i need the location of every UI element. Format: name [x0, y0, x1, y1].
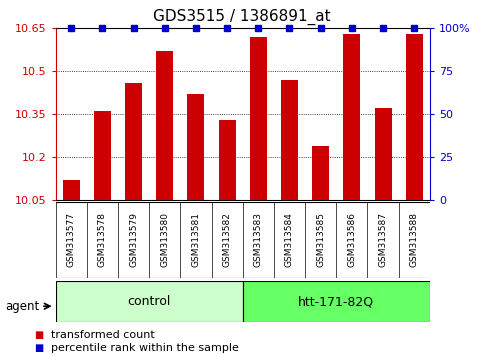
Text: GSM313584: GSM313584	[285, 212, 294, 267]
Bar	[374, 108, 392, 200]
Text: GSM313585: GSM313585	[316, 212, 325, 267]
Text: GSM313579: GSM313579	[129, 212, 138, 267]
Text: GSM313588: GSM313588	[410, 212, 419, 267]
Text: GSM313583: GSM313583	[254, 212, 263, 267]
Text: transformed count: transformed count	[51, 330, 155, 339]
Text: control: control	[128, 295, 171, 308]
Text: GSM313580: GSM313580	[160, 212, 169, 267]
Bar	[94, 111, 111, 200]
Bar	[343, 34, 360, 200]
Bar	[250, 37, 267, 200]
Bar	[406, 34, 423, 200]
Bar	[218, 120, 236, 200]
Text: agent: agent	[5, 300, 39, 313]
Bar	[242, 281, 430, 322]
Text: GSM313581: GSM313581	[191, 212, 200, 267]
Bar	[187, 94, 204, 200]
Text: GSM313582: GSM313582	[223, 212, 232, 267]
Text: GDS3515 / 1386891_at: GDS3515 / 1386891_at	[153, 9, 330, 25]
Text: ■: ■	[34, 343, 43, 353]
Bar	[156, 51, 173, 200]
Text: ■: ■	[34, 330, 43, 339]
Bar	[281, 80, 298, 200]
Bar	[63, 180, 80, 200]
Text: GSM313586: GSM313586	[347, 212, 356, 267]
Text: GSM313577: GSM313577	[67, 212, 76, 267]
Text: percentile rank within the sample: percentile rank within the sample	[51, 343, 239, 353]
Text: htt-171-82Q: htt-171-82Q	[298, 295, 374, 308]
Text: GSM313578: GSM313578	[98, 212, 107, 267]
Bar	[125, 83, 142, 200]
Text: GSM313587: GSM313587	[379, 212, 387, 267]
Bar	[56, 281, 242, 322]
Bar	[312, 145, 329, 200]
